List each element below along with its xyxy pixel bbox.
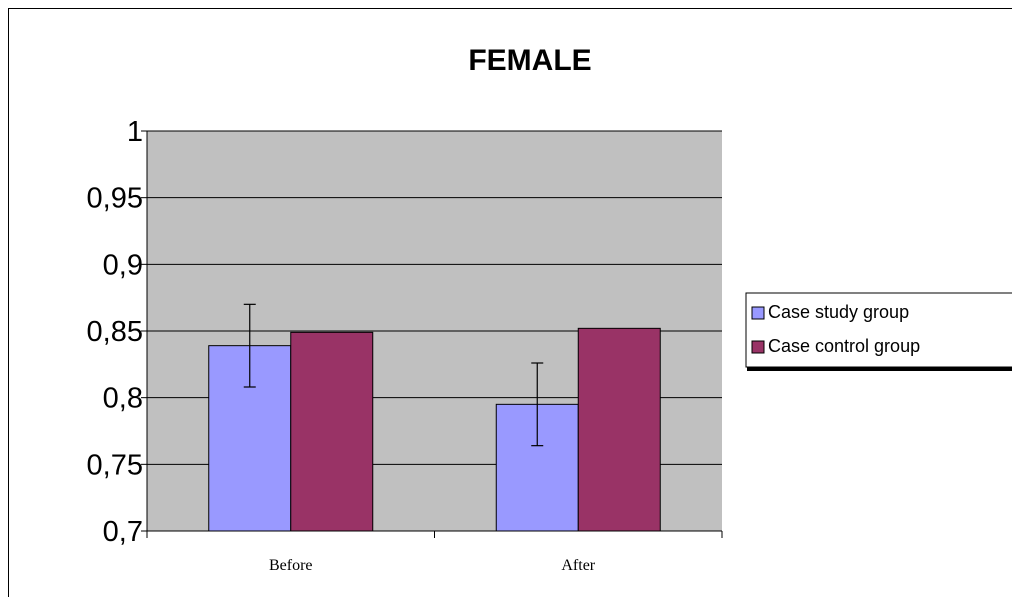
x-tick-label: After [561,557,595,574]
legend-swatch [751,306,765,320]
legend-label: Case control group [768,336,920,356]
plot-area: 0,7 0,75 0,8 0,85 0,9 0,95 1 Before After [87,116,723,574]
chart-title: FEMALE [468,44,591,77]
y-tick-label: 0,75 [87,449,143,481]
bar [290,331,374,532]
y-tick-label: 0,85 [87,316,143,348]
y-tick-label: 0,95 [87,183,143,215]
legend-box [745,292,1012,368]
y-tick-label: 0,9 [103,249,143,281]
bar [577,327,661,532]
y-tick-label: 1 [127,116,143,148]
chart-frame [8,8,1012,597]
y-tick-label: 0,7 [103,516,143,548]
legend-swatch [751,340,765,354]
y-tick-label: 0,8 [103,383,143,415]
legend-label: Case study group [768,302,909,322]
x-tick-label: Before [269,557,313,574]
legend: Case study group Case control group [745,292,1012,371]
